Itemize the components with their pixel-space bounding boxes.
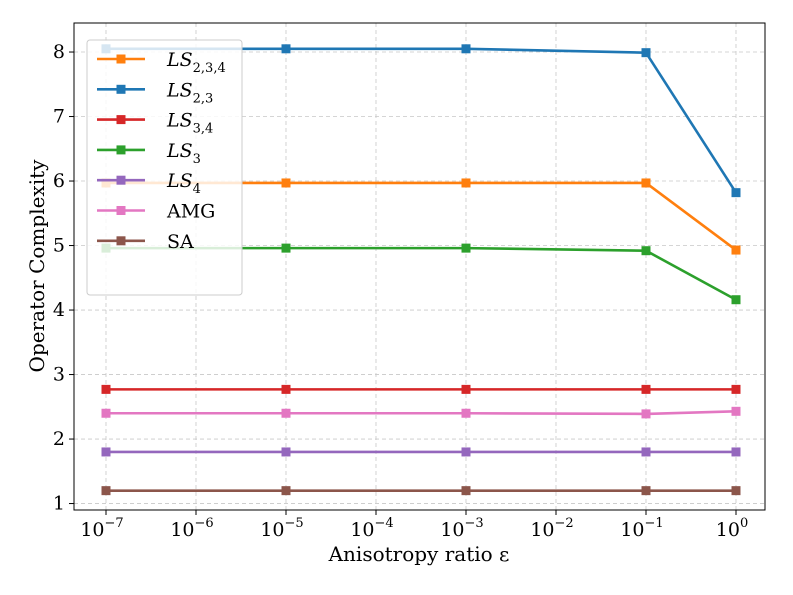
data-point xyxy=(461,44,471,54)
data-point xyxy=(101,486,111,496)
data-point xyxy=(461,447,471,457)
series-4 xyxy=(101,447,741,457)
data-point xyxy=(641,178,651,188)
data-point xyxy=(281,408,291,418)
data-point xyxy=(281,384,291,394)
data-point xyxy=(461,243,471,253)
data-point xyxy=(731,447,741,457)
y-tick-label: 2 xyxy=(53,428,65,450)
data-point xyxy=(731,245,741,255)
data-point xyxy=(281,178,291,188)
x-tick-label: 10−1 xyxy=(620,516,663,541)
x-tick-label: 10−3 xyxy=(440,516,483,541)
x-tick-label: 10−4 xyxy=(350,516,393,541)
data-point xyxy=(641,409,651,419)
legend-box xyxy=(86,39,243,296)
legend-marker xyxy=(116,145,126,155)
data-point xyxy=(461,486,471,496)
legend-label: AMG xyxy=(166,201,215,223)
data-point xyxy=(461,178,471,188)
data-point xyxy=(731,295,741,305)
x-tick-label: 100 xyxy=(716,516,748,541)
data-point xyxy=(731,188,741,198)
legend-label: LS3,4 xyxy=(166,110,213,137)
x-axis-label: Anisotropy ratio ε xyxy=(328,542,510,566)
y-tick-label: 3 xyxy=(53,364,65,386)
x-tick-label: 10−6 xyxy=(170,516,213,541)
data-point xyxy=(731,406,741,416)
x-tick-label: 10−2 xyxy=(530,516,573,541)
legend-label: LS2,3,4 xyxy=(166,49,226,76)
legend-label: LS4 xyxy=(166,170,201,197)
legend-marker xyxy=(116,175,126,185)
series-6 xyxy=(101,486,741,496)
legend-marker xyxy=(116,236,126,246)
data-point xyxy=(281,447,291,457)
y-axis-label: Operator Complexity xyxy=(25,159,49,373)
data-point xyxy=(641,48,651,58)
legend-marker xyxy=(116,115,126,125)
data-point xyxy=(731,384,741,394)
legend-label: SA xyxy=(167,231,194,253)
series-2 xyxy=(101,384,741,394)
legend-label: LS3 xyxy=(166,140,201,167)
y-tick-label: 6 xyxy=(53,170,65,192)
legend-label: LS2,3 xyxy=(166,79,213,106)
data-point xyxy=(731,486,741,496)
data-point xyxy=(101,408,111,418)
data-point xyxy=(641,447,651,457)
data-point xyxy=(461,408,471,418)
x-tick-label: 10−5 xyxy=(260,516,303,541)
data-point xyxy=(641,486,651,496)
data-point xyxy=(101,447,111,457)
data-point xyxy=(281,243,291,253)
data-point xyxy=(461,384,471,394)
axis-ticks: 10−7 10−6 10−5 10−4 10−3 10−2 10−1 100 1 2 3 4 5 6 7 8 xyxy=(53,41,748,541)
series-5 xyxy=(101,406,741,419)
legend: LS2,3,4 LS2,3 LS3,4 LS3 LS4 AMG SA xyxy=(86,39,243,296)
legend-marker xyxy=(116,84,126,94)
data-point xyxy=(281,44,291,54)
y-tick-label: 1 xyxy=(53,493,65,515)
data-point xyxy=(641,384,651,394)
y-tick-label: 7 xyxy=(53,106,65,128)
data-point xyxy=(641,246,651,256)
plot-frame xyxy=(73,22,766,511)
y-tick-label: 5 xyxy=(53,235,65,257)
legend-marker xyxy=(116,54,126,64)
y-tick-label: 8 xyxy=(53,41,65,63)
data-point xyxy=(101,384,111,394)
legend-marker xyxy=(116,206,126,215)
y-tick-label: 4 xyxy=(53,299,65,321)
data-point xyxy=(281,486,291,496)
x-tick-label: 10−7 xyxy=(80,516,123,541)
series-layer xyxy=(101,44,741,496)
